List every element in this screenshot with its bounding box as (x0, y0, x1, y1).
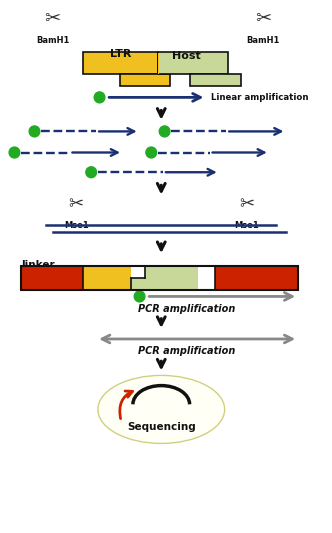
Bar (83, 52, 158, 74)
Ellipse shape (98, 375, 225, 443)
Text: ✂: ✂ (239, 195, 254, 213)
Circle shape (159, 126, 170, 137)
Bar (215, 266, 298, 289)
Circle shape (94, 92, 105, 103)
Text: ✂: ✂ (69, 195, 84, 213)
Circle shape (9, 147, 20, 158)
Text: BamH1: BamH1 (36, 36, 69, 45)
Bar (158, 53, 159, 74)
Text: Mse1: Mse1 (234, 221, 259, 230)
Circle shape (29, 126, 40, 137)
Text: BamH1: BamH1 (246, 36, 280, 45)
Circle shape (86, 167, 97, 177)
Bar (190, 74, 241, 86)
Circle shape (134, 291, 145, 302)
Text: Sequencing: Sequencing (127, 422, 196, 432)
Circle shape (146, 147, 157, 158)
Text: PCR amplification: PCR amplification (137, 346, 235, 357)
Polygon shape (131, 266, 198, 289)
Text: linker: linker (21, 260, 55, 270)
Text: Linear amplification: Linear amplification (211, 93, 309, 102)
Bar (21, 266, 298, 289)
Text: ✂: ✂ (255, 9, 271, 28)
Text: Host: Host (172, 51, 201, 61)
Bar (158, 52, 228, 74)
Text: PCR amplification: PCR amplification (137, 304, 235, 314)
Text: Mse1: Mse1 (64, 221, 89, 230)
Bar (21, 266, 83, 289)
Polygon shape (83, 266, 144, 289)
Text: LTR: LTR (110, 49, 131, 59)
Bar (120, 74, 170, 86)
Text: ✂: ✂ (44, 9, 61, 28)
